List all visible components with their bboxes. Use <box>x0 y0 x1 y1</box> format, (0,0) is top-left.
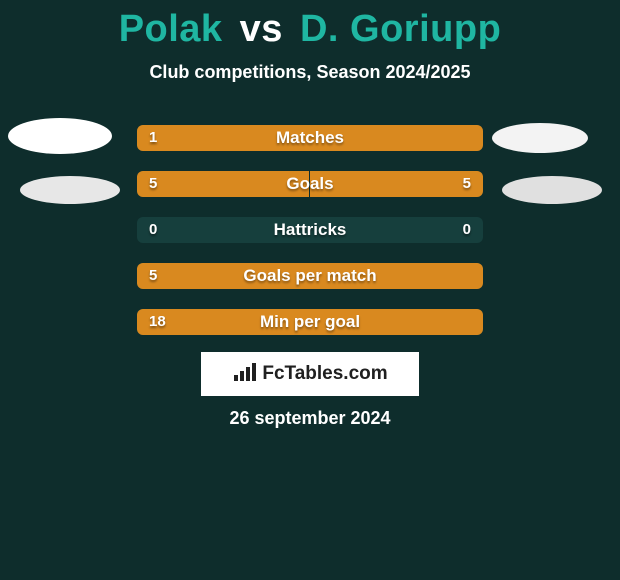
title-vs: vs <box>240 8 283 50</box>
comparison-infographic: Polak vs D. Goriupp Club competitions, S… <box>0 0 620 580</box>
stat-label: Hattricks <box>137 217 483 243</box>
title-left-player: Polak <box>119 8 223 50</box>
page-title: Polak vs D. Goriupp <box>0 8 620 51</box>
stat-right-value: 5 <box>463 171 471 197</box>
brand-text: FcTables.com <box>262 363 387 385</box>
right-player-avatar-top <box>492 123 588 153</box>
brand-badge: FcTables.com <box>201 352 419 396</box>
title-right-player: D. Goriupp <box>300 8 501 50</box>
left-player-avatar-bottom <box>20 176 120 204</box>
right-player-avatar-bottom <box>502 176 602 204</box>
left-player-avatar-top <box>8 118 112 154</box>
stat-row-hattricks: 0 Hattricks 0 <box>137 217 483 243</box>
stat-right-value: 0 <box>463 217 471 243</box>
subtitle: Club competitions, Season 2024/2025 <box>0 62 620 83</box>
stat-row-goals: 5 Goals 5 <box>137 171 483 197</box>
stat-label: Goals per match <box>137 263 483 289</box>
bar-chart-icon <box>232 361 258 388</box>
stat-label: Min per goal <box>137 309 483 335</box>
stat-row-matches: 1 Matches <box>137 125 483 151</box>
stat-row-min-per-goal: 18 Min per goal <box>137 309 483 335</box>
date-line: 26 september 2024 <box>0 408 620 429</box>
stat-label: Goals <box>137 171 483 197</box>
stat-row-goals-per-match: 5 Goals per match <box>137 263 483 289</box>
stat-label: Matches <box>137 125 483 151</box>
